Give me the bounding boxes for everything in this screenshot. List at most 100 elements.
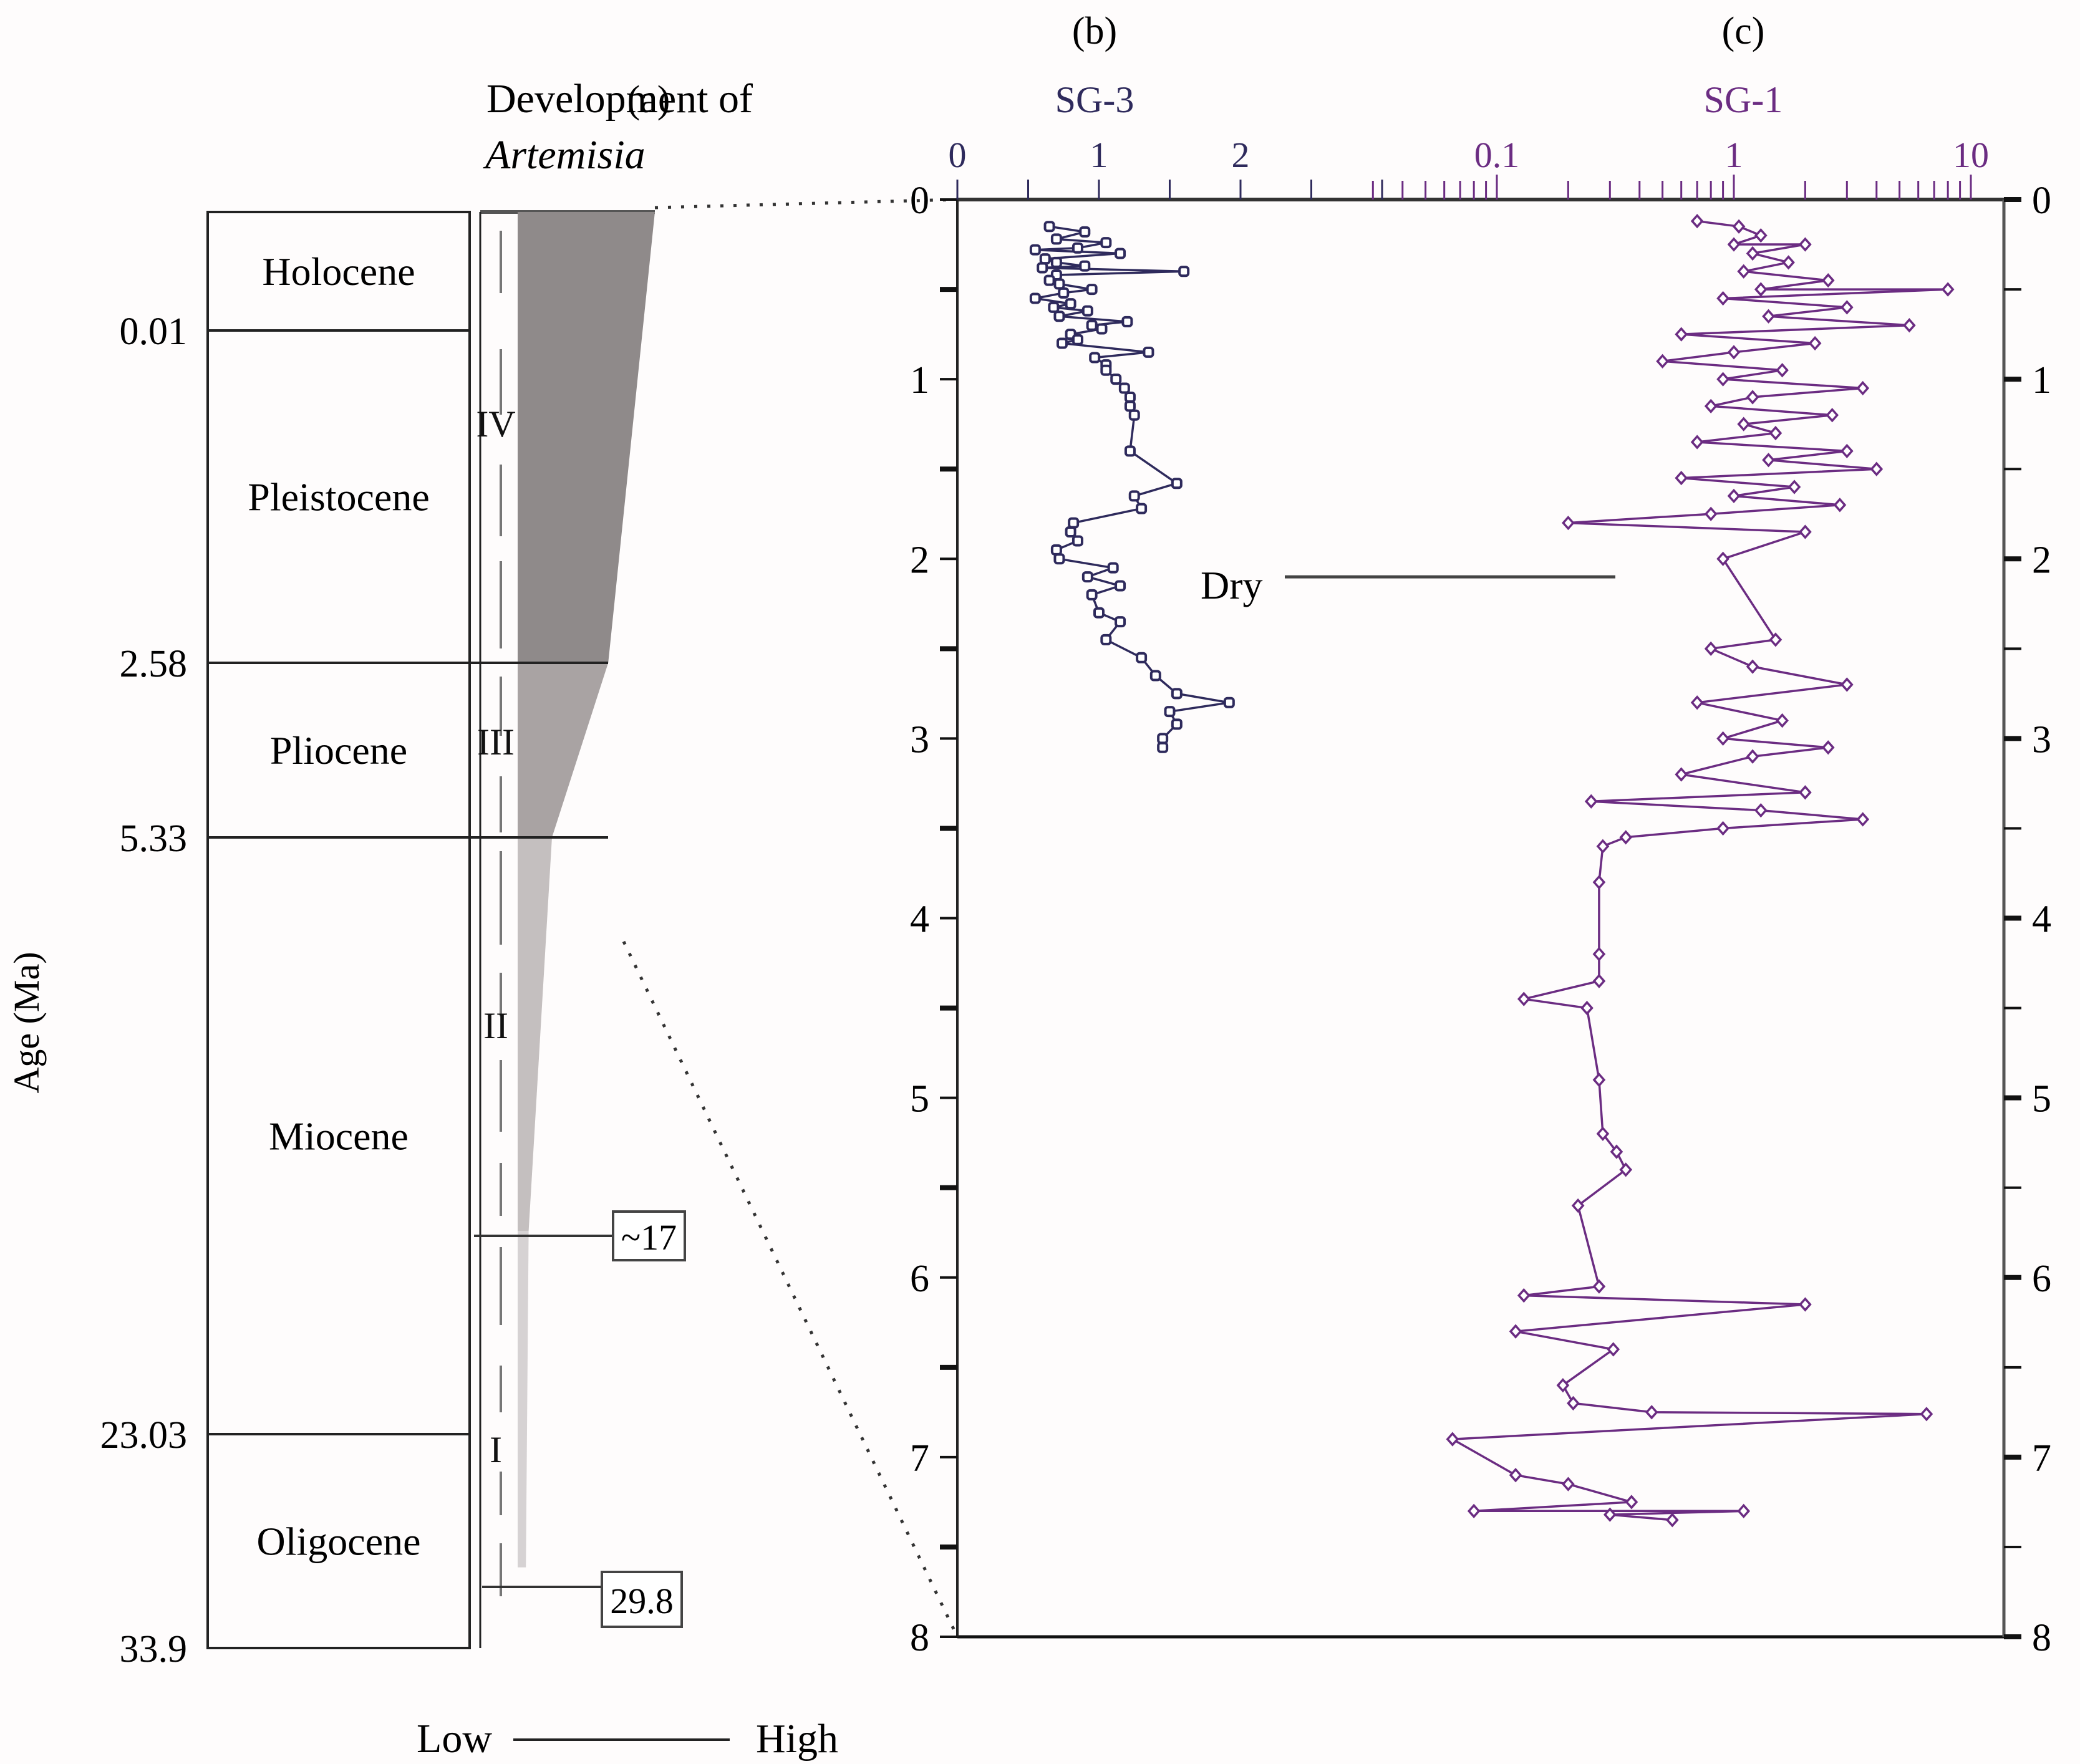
boundary-age-label: 23.03 [100,1414,188,1457]
sg-1-point [1467,1503,1481,1518]
sg-3-point [1178,266,1190,277]
stage-label-IV: IV [476,403,515,445]
sg-1-point [1610,1144,1623,1159]
sg1-title: SG-1 [1704,79,1783,120]
sg-1-point [1732,219,1746,234]
sg1-x-tick-label: 1 [1725,135,1743,175]
right-y-tick-label: 8 [2032,1617,2051,1659]
sg-3-point [1050,544,1062,556]
epoch-holocene: Holocene [262,249,415,294]
left-y-tick-label: 3 [910,718,929,761]
sg-3-point [1071,242,1083,254]
sg-1-point [1690,435,1704,450]
sg-1-point [1656,354,1669,369]
sg-1-point [1592,973,1606,988]
sg-1-point [1941,282,1955,297]
sg-1-point [1716,291,1729,306]
sg-3-point [1048,301,1060,313]
sg-1-point [1776,713,1789,728]
stage-label-I: I [490,1429,502,1470]
sg-3-point [1115,248,1126,259]
sg-3-point [1043,221,1055,233]
sg-1-point [1799,524,1812,539]
sg-1-point [1603,1507,1617,1522]
sg-1-point [1665,1513,1679,1528]
sg-3-point [1128,490,1140,502]
sg-1-point [1787,480,1801,494]
sg-1-point [1704,506,1718,521]
sg-3-point [1124,445,1136,457]
sg-3-point [1115,580,1126,592]
sg-1-point [1509,1468,1522,1483]
sg-3-point [1053,311,1065,322]
left-y-tick-label: 4 [910,899,929,941]
sg-3-point [1157,741,1169,753]
left-y-tick-label: 8 [910,1617,929,1659]
sg1-series [1446,213,1955,1528]
sg-1-point [1762,309,1775,324]
sg-3-point [1086,319,1098,331]
sg-1-point [1727,237,1741,252]
sg-3-point [1050,233,1062,245]
sg3-x-tick-label: 1 [1090,135,1108,175]
sg-3-point [1164,706,1176,718]
sg-1-point [1727,345,1741,360]
sg-1-point [1592,947,1606,962]
sg-3-point [1118,382,1130,394]
sg-1-point [1826,408,1839,423]
sg-1-point [1716,372,1729,387]
sg-3-point [1043,274,1055,286]
sg-1-point [1625,1495,1638,1510]
sg-1-point [1619,1162,1633,1177]
epoch-pleistocene: Pleistocene [248,475,429,519]
sg-1-point [1799,237,1812,252]
dry-annotation: Dry [1201,563,1263,607]
sg-1-point [1675,470,1688,486]
sg-3-point [1100,634,1112,645]
sg-1-point [1746,246,1759,261]
left-y-tick-label: 2 [910,539,929,581]
sg-1-point [1690,213,1704,229]
left-y-tick-label: 0 [910,180,929,222]
sg-1-point [1556,1377,1570,1393]
sg-1-point [1592,1279,1606,1294]
sg-1-point [1517,1288,1531,1303]
sg-1-point [1675,327,1688,342]
sg1-x-tick-label: 0.1 [1474,135,1520,175]
sg-3-point [1149,670,1161,682]
sg-3-point [1086,284,1098,296]
sg-1-point [1704,398,1718,413]
boundary-age-label: 33.9 [120,1628,188,1670]
sg-1-point [1856,380,1870,396]
artemisia-abundance-mid [518,663,609,837]
sg-3-point [1050,256,1062,268]
sg-3-point [1136,503,1148,514]
sg3-title: SG-3 [1055,79,1134,120]
sg-1-point [1562,1477,1575,1492]
sg-1-point [1833,498,1847,513]
connector-bottom [622,940,959,1638]
sg-1-line [1451,219,1949,1521]
sg-1-point [1840,300,1854,315]
sg-1-point [1704,641,1718,656]
sg-3-point [1157,733,1169,745]
boundary-age-label: 5.33 [120,817,188,860]
sg-1-point [1596,1126,1610,1141]
sg-1-point [1716,731,1729,746]
sg-1-point [1580,1000,1594,1016]
right-y-tick-label: 4 [2032,899,2051,941]
marker-box [601,1571,683,1628]
sg-1-point [1754,228,1768,243]
right-y-tick-label: 6 [2032,1258,2051,1300]
panel-b-label: (b) [1072,10,1117,52]
sg-3-point [1124,391,1136,403]
sg-3-point [1071,535,1083,547]
sg-1-point [1821,740,1835,755]
sg-1-point [1870,461,1884,476]
sg-1-point [1769,632,1783,647]
epoch-pliocene: Pliocene [270,728,407,773]
sg-3-point [1037,262,1048,274]
sg-1-point [1619,830,1633,845]
left-y-tick-label: 6 [910,1258,929,1300]
sg-1-point [1716,821,1729,836]
